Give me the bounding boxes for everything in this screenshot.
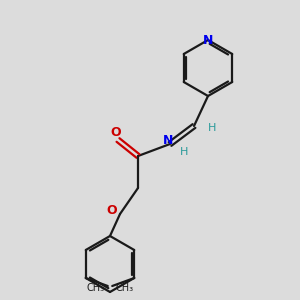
- Text: N: N: [203, 34, 213, 46]
- Text: N: N: [163, 134, 173, 148]
- Text: H: H: [208, 123, 216, 133]
- Text: CH₃: CH₃: [86, 283, 104, 293]
- Text: O: O: [111, 127, 121, 140]
- Text: H: H: [180, 147, 188, 157]
- Text: O: O: [107, 203, 117, 217]
- Text: CH₃: CH₃: [116, 283, 134, 293]
